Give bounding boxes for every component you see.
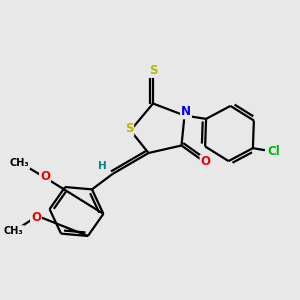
- Text: O: O: [31, 211, 41, 224]
- Text: S: S: [149, 64, 157, 77]
- Text: S: S: [125, 122, 133, 136]
- Text: CH₃: CH₃: [4, 226, 23, 236]
- Text: O: O: [40, 170, 50, 184]
- Text: N: N: [181, 105, 191, 119]
- Text: H: H: [98, 160, 106, 171]
- Text: Cl: Cl: [268, 145, 280, 158]
- Text: O: O: [200, 155, 211, 169]
- Text: CH₃: CH₃: [10, 158, 29, 169]
